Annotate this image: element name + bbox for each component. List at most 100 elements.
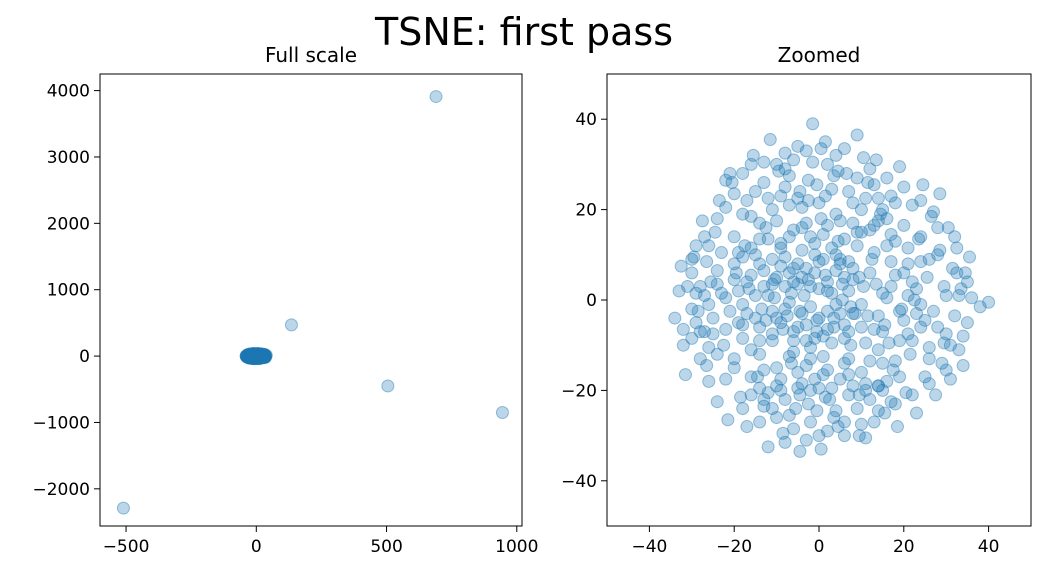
scatter-point xyxy=(245,347,259,361)
scatter-point xyxy=(252,348,266,362)
scatter-point xyxy=(674,259,688,273)
scatter-point xyxy=(922,252,936,266)
y-tick-label: 0 xyxy=(586,291,597,311)
scatter-point xyxy=(258,350,272,364)
scatter-point xyxy=(810,313,824,327)
scatter-point xyxy=(253,350,267,364)
scatter-point xyxy=(252,351,266,365)
scatter-point xyxy=(258,349,272,363)
scatter-point xyxy=(242,351,256,365)
scatter-point xyxy=(693,352,707,366)
scatter-point xyxy=(835,277,849,291)
scatter-point xyxy=(774,237,788,250)
scatter-point xyxy=(806,155,820,169)
scatter-point xyxy=(812,381,826,395)
scatter-point xyxy=(812,196,826,210)
scatter-point xyxy=(910,307,924,321)
y-tick-label: 20 xyxy=(575,201,597,221)
scatter-point xyxy=(255,348,269,362)
scatter-point xyxy=(254,348,268,362)
scatter-point xyxy=(242,349,256,363)
scatter-point xyxy=(808,372,822,386)
scatter-point xyxy=(880,291,894,305)
scatter-point xyxy=(791,191,805,205)
scatter-point xyxy=(251,351,265,365)
scatter-point xyxy=(774,383,788,397)
scatter-point xyxy=(871,343,885,357)
scatter-point xyxy=(736,207,750,221)
panel-title-zoomed: Zoomed xyxy=(778,43,861,67)
scatter-point xyxy=(429,90,443,104)
scatter-point xyxy=(244,351,258,365)
scatter-point xyxy=(774,189,788,203)
scatter-point xyxy=(829,404,843,418)
scatter-point xyxy=(767,273,781,287)
scatter-point xyxy=(776,426,790,440)
scatter-point xyxy=(249,350,263,364)
scatter-point xyxy=(704,275,718,289)
scatter-point xyxy=(248,351,262,365)
scatter-point xyxy=(714,286,728,300)
scatter-point xyxy=(765,304,779,318)
scatter-point xyxy=(956,329,970,343)
scatter-point xyxy=(926,205,940,219)
figure-title: TSNE: first pass xyxy=(375,10,673,54)
scatter-point xyxy=(248,348,262,362)
scatter-point xyxy=(744,343,758,357)
scatter-point xyxy=(246,351,260,365)
scatter-point xyxy=(249,348,263,362)
scatter-point xyxy=(748,185,762,199)
scatter-point xyxy=(257,350,271,364)
y-axis-zoomed: −40 −20 0 20 40 xyxy=(561,110,607,492)
scatter-point xyxy=(888,234,902,248)
scatter-point xyxy=(770,311,784,325)
scatter-point xyxy=(842,284,856,298)
scatter-point xyxy=(960,316,974,330)
y-tick-label: 40 xyxy=(575,110,597,130)
scatter-point xyxy=(863,392,877,406)
scatter-point xyxy=(829,148,843,162)
scatter-point xyxy=(882,336,896,350)
scatter-point xyxy=(905,198,919,212)
scatter-point xyxy=(245,350,259,364)
scatter-point xyxy=(791,277,805,291)
scatter-point xyxy=(247,347,261,361)
scatter-point xyxy=(907,293,921,307)
scatter-point xyxy=(254,350,268,364)
scatter-point xyxy=(242,349,256,363)
scatter-point xyxy=(761,288,775,302)
scatter-point xyxy=(250,351,264,365)
scatter-point xyxy=(242,348,256,362)
scatter-point xyxy=(246,347,260,361)
scatter-point xyxy=(252,352,266,366)
scatter-point xyxy=(905,334,919,348)
scatter-point xyxy=(736,298,750,312)
plot-border-zoomed xyxy=(606,73,1032,527)
scatter-point xyxy=(249,347,263,361)
scatter-point xyxy=(757,264,771,278)
scatter-point xyxy=(890,420,904,434)
scatter-point xyxy=(731,246,745,260)
scatter-point xyxy=(918,313,932,327)
scatter-point xyxy=(774,259,788,273)
scatter-point xyxy=(812,429,826,443)
panel-zoomed: Zoomed −40 −20 0 20 40 −40 −20 0 20 40 xyxy=(561,43,1032,557)
scatter-point xyxy=(708,225,722,239)
scatter-point xyxy=(256,350,270,364)
scatter-point xyxy=(247,351,261,365)
scatter-point xyxy=(710,277,724,291)
scatter-point xyxy=(825,381,839,395)
scatter-point xyxy=(702,298,716,312)
scatter-point xyxy=(248,348,262,362)
scatter-point xyxy=(778,302,792,316)
scatter-point xyxy=(242,349,256,363)
scatter-point xyxy=(246,351,260,365)
scatter-point xyxy=(820,363,834,377)
scatter-point xyxy=(791,257,805,271)
scatter-point xyxy=(258,350,272,364)
scatter-point xyxy=(871,191,885,205)
scatter-point xyxy=(787,223,801,237)
scatter-point xyxy=(772,164,786,178)
scatter-point xyxy=(249,349,263,363)
scatter-point xyxy=(727,273,741,287)
